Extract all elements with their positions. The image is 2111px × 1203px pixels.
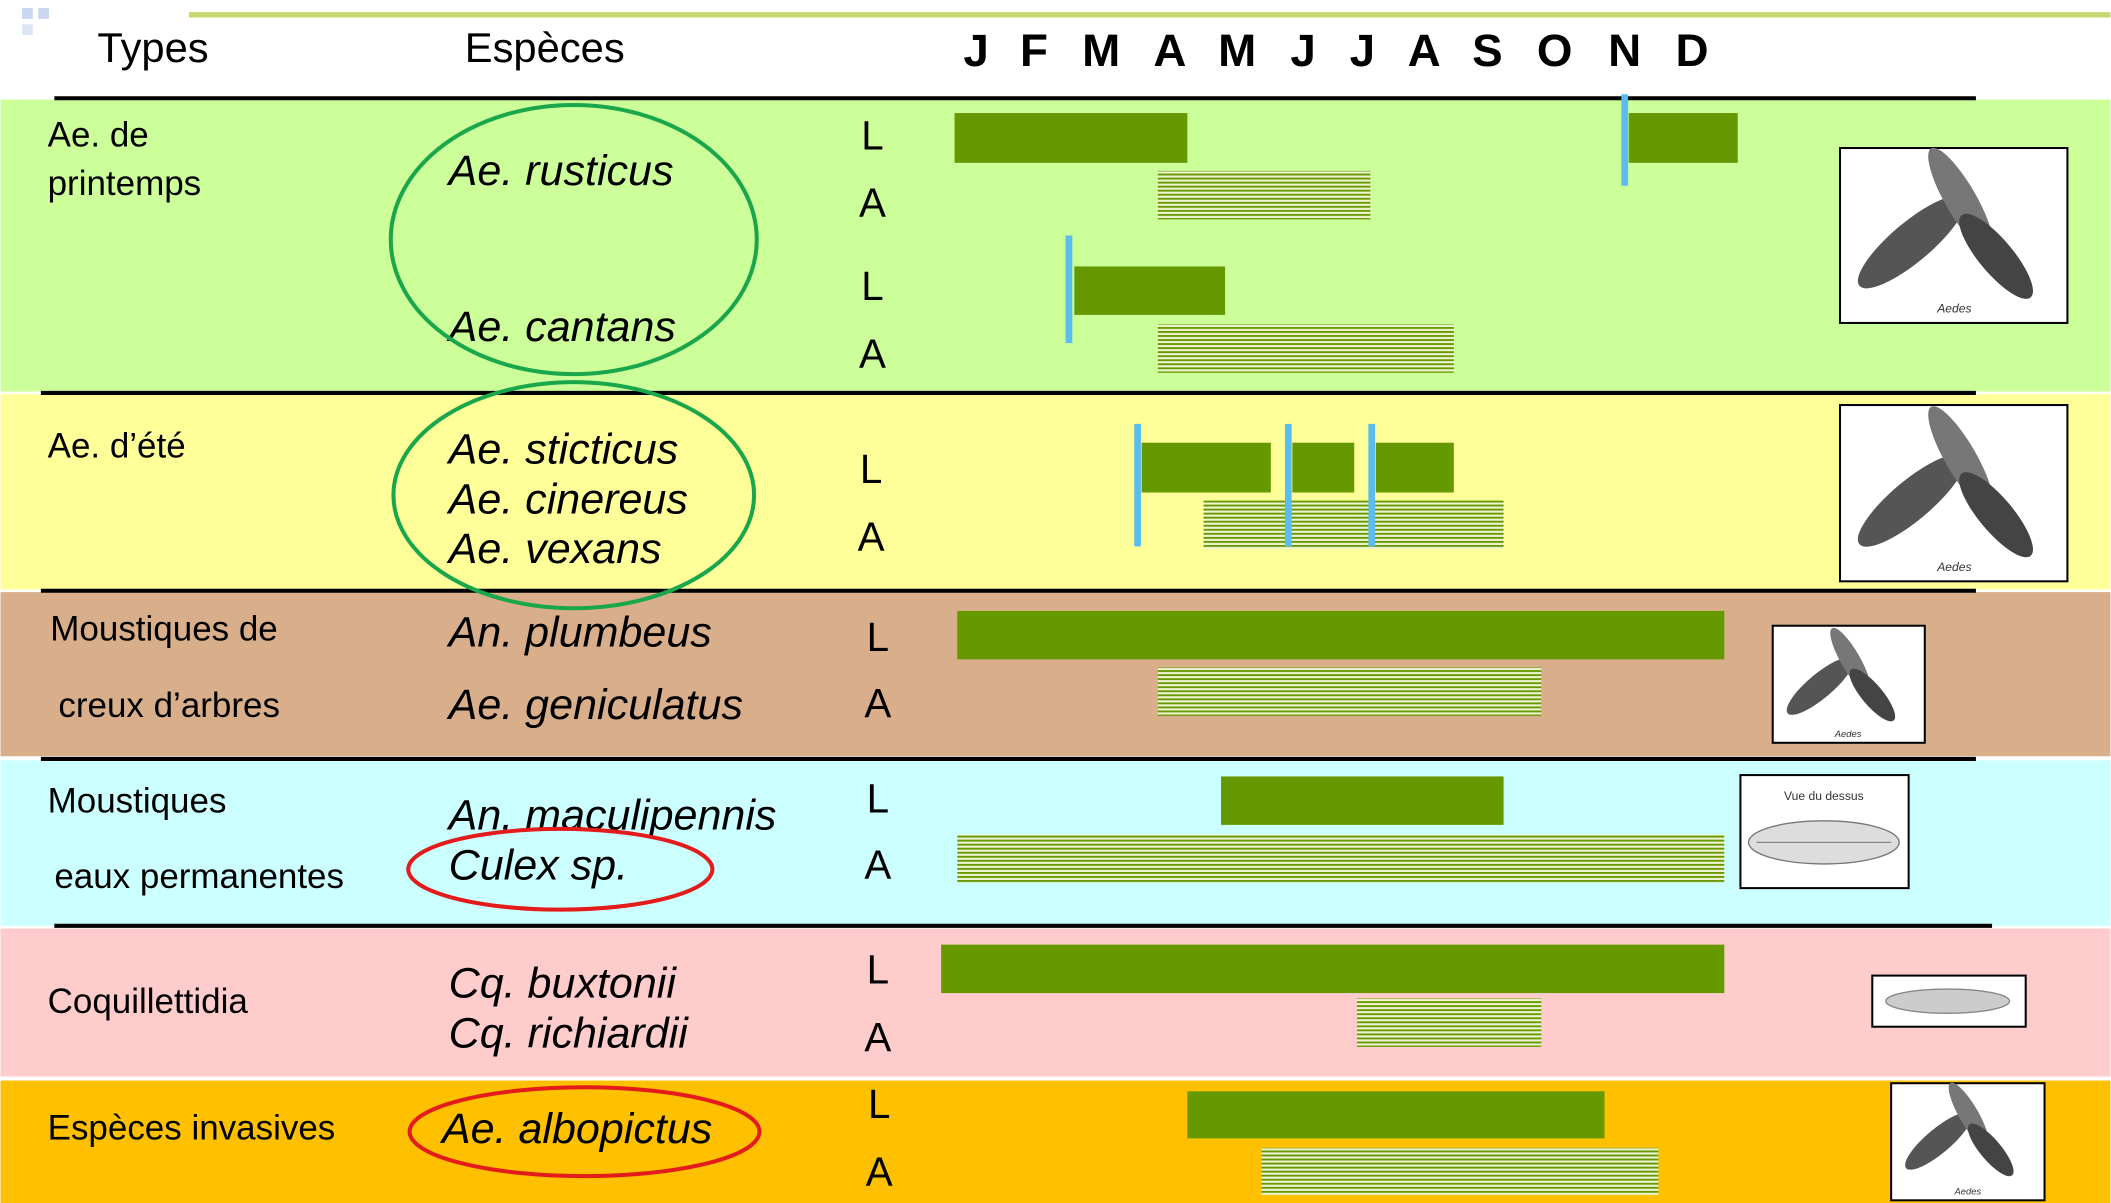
species: Ae. geniculatus — [446, 681, 743, 729]
stage: L — [868, 1081, 890, 1127]
stage: A — [859, 180, 886, 226]
adult-period — [1157, 170, 1371, 220]
month: D — [1675, 25, 1708, 76]
month: M — [1082, 25, 1120, 76]
stage: A — [866, 1148, 893, 1194]
stage: L — [867, 776, 889, 822]
image-caption: Aedes — [1936, 560, 1971, 574]
highlight — [388, 102, 759, 377]
larva-period — [1628, 113, 1738, 163]
type: Ae. d’été — [48, 426, 186, 465]
stage: A — [864, 680, 891, 726]
stage: L — [867, 614, 889, 660]
species: Cq. buxtonii — [449, 960, 678, 1008]
egg-image: Aedes — [1838, 399, 2069, 583]
row-bg — [0, 1080, 2111, 1203]
month: A — [1153, 25, 1186, 76]
month: O — [1537, 25, 1573, 76]
egg-image: Aedes — [1838, 140, 2069, 324]
image-caption: Aedes — [1834, 728, 1862, 739]
deco — [22, 24, 33, 35]
type: Espèces invasives — [48, 1109, 336, 1148]
header-species: Espèces — [465, 24, 625, 71]
type: printemps — [48, 164, 202, 203]
month: A — [1408, 25, 1441, 76]
species: Ae. cantans — [446, 303, 676, 351]
header-types: Types — [97, 24, 208, 71]
adult-period — [957, 834, 1725, 883]
type: eaux permanentes — [54, 857, 344, 896]
stage: L — [861, 112, 883, 158]
egg-image: Vue du dessus — [1739, 774, 1910, 890]
month: N — [1608, 25, 1641, 76]
stage: A — [864, 1014, 891, 1060]
type: Moustiques de — [50, 609, 277, 648]
adult-period — [1261, 1147, 1659, 1195]
stage: A — [864, 842, 891, 888]
larva-period — [1292, 442, 1355, 493]
month: J — [963, 25, 988, 76]
image-caption: Vue du dessus — [1784, 789, 1864, 803]
egg-image: Aedes — [1890, 1078, 2046, 1202]
egg-image: Aedes — [1771, 623, 1926, 744]
species: Ae. rusticus — [446, 147, 674, 195]
larva-period — [1187, 1091, 1605, 1139]
larva-period — [1221, 776, 1504, 825]
larva-period — [954, 113, 1188, 163]
adult-period — [1356, 998, 1542, 1047]
deco — [38, 8, 49, 19]
stage: A — [858, 513, 885, 559]
row-bg — [0, 394, 2111, 590]
larva-period — [1375, 442, 1454, 493]
type: Moustiques — [48, 782, 227, 821]
stage: A — [859, 330, 886, 376]
month: F — [1020, 25, 1048, 76]
species: Ae. albopictus — [439, 1105, 712, 1153]
highlight — [391, 380, 757, 611]
species: An. plumbeus — [446, 609, 712, 657]
species: Ae. cinereus — [446, 475, 688, 523]
stage: L — [860, 446, 882, 492]
egg-image — [1871, 974, 2027, 1028]
species: Culex sp. — [449, 841, 628, 889]
larva-period — [957, 610, 1725, 660]
adult-period — [1203, 500, 1504, 550]
type: Coquillettidia — [48, 982, 249, 1021]
adult-period — [1157, 667, 1542, 716]
month: M — [1218, 25, 1256, 76]
species: Cq. richiardii — [449, 1010, 690, 1058]
deco — [22, 8, 33, 19]
type: creux d’arbres — [58, 686, 280, 725]
larva-period — [941, 944, 1725, 994]
stage: L — [861, 263, 883, 309]
adult-period — [1157, 324, 1454, 373]
image-caption: Aedes — [1954, 1186, 1982, 1197]
month: S — [1472, 25, 1503, 76]
species: Ae. vexans — [446, 525, 662, 573]
stage: L — [867, 947, 889, 993]
highlight — [406, 826, 715, 912]
larva-period — [1141, 442, 1271, 493]
larva-period — [1074, 266, 1226, 315]
type: Ae. de — [48, 115, 149, 154]
month: J — [1290, 25, 1315, 76]
image-caption: Aedes — [1936, 302, 1971, 316]
species: Ae. sticticus — [446, 426, 679, 474]
highlight — [407, 1085, 762, 1179]
month: J — [1350, 25, 1375, 76]
